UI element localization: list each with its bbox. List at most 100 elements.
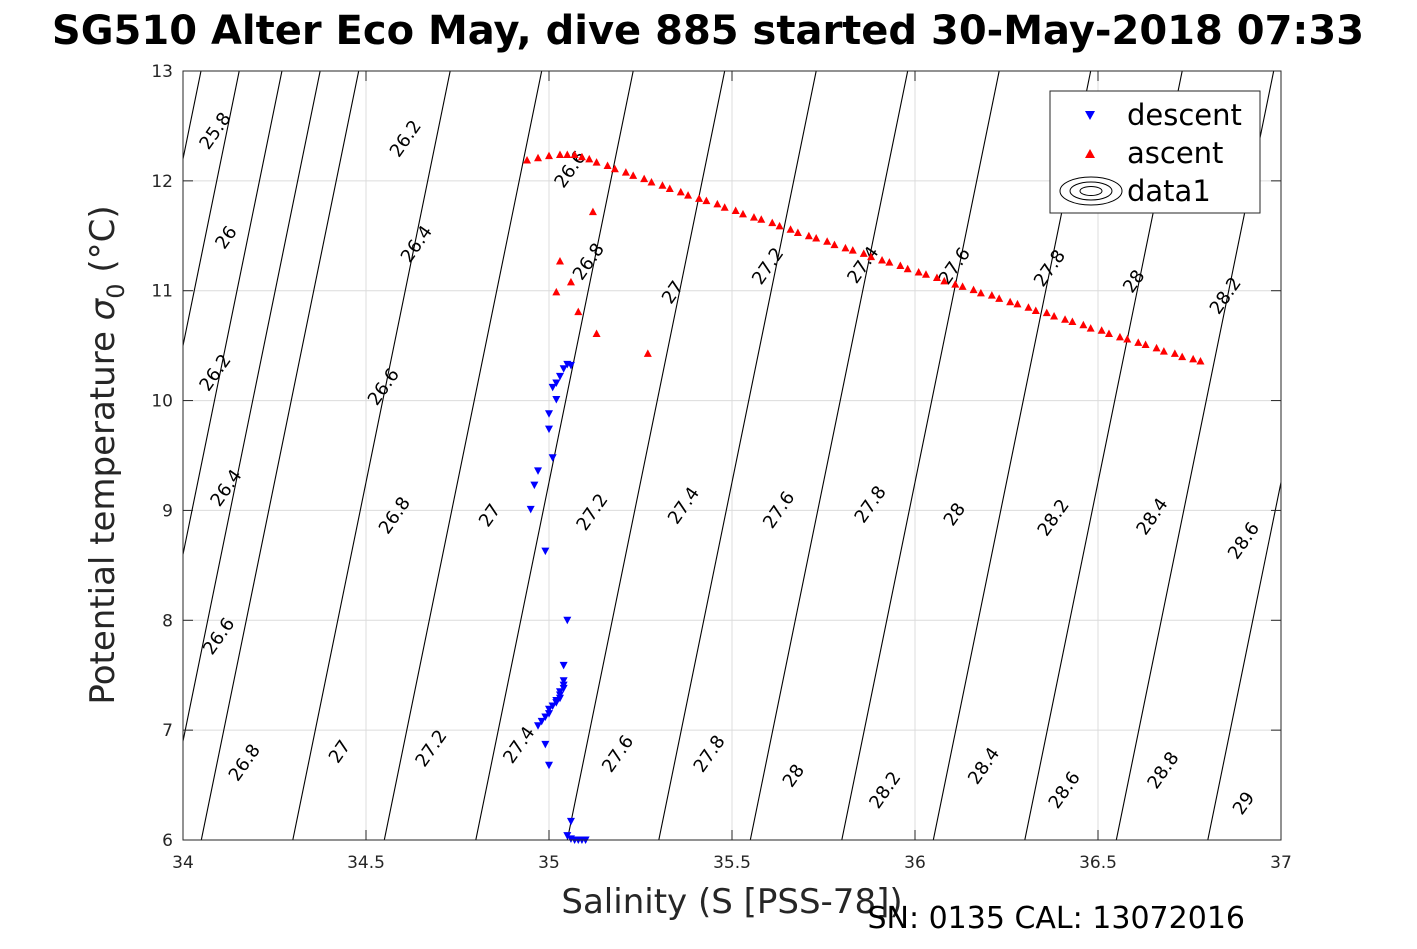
ascent-point bbox=[534, 153, 543, 162]
legend: descent ascent data1 bbox=[1049, 90, 1261, 214]
ascent-point bbox=[684, 191, 693, 199]
descent-point bbox=[530, 481, 539, 490]
ascent-point bbox=[702, 196, 711, 205]
legend-data1-label: data1 bbox=[1127, 174, 1211, 208]
descent-point bbox=[555, 372, 564, 381]
axis-ticks: 34 34.5 35 35.5 36 36.5 37 6 7 8 9 10 11 12 13 bbox=[151, 62, 1291, 873]
ascent-point bbox=[523, 155, 532, 164]
ascent-point bbox=[1152, 343, 1161, 352]
isopycnal-line bbox=[1207, 479, 1281, 840]
descent-point bbox=[548, 383, 557, 392]
legend-ascent-marker bbox=[1085, 149, 1095, 158]
ascent-point bbox=[1061, 315, 1070, 323]
ascent-point bbox=[823, 237, 832, 245]
ascent-point bbox=[1141, 340, 1150, 349]
ascent-point bbox=[793, 228, 802, 236]
ascent-point bbox=[859, 249, 868, 257]
ascent-point bbox=[592, 329, 601, 338]
ascent-point bbox=[1159, 347, 1168, 355]
ascent-point bbox=[1024, 303, 1033, 311]
descent-point bbox=[545, 761, 553, 770]
ascent-point bbox=[995, 294, 1004, 302]
ascent-point bbox=[555, 257, 564, 265]
ascent-point bbox=[603, 161, 612, 169]
ascent-point bbox=[1178, 352, 1187, 361]
y-axis-label-symbol: σ bbox=[83, 297, 123, 320]
ascent-point bbox=[812, 233, 821, 242]
ascent-point bbox=[896, 261, 905, 269]
ascent-point bbox=[566, 277, 575, 286]
y-axis-label-text: Potential temperature bbox=[83, 320, 123, 704]
ascent-point bbox=[713, 199, 722, 208]
descent-point bbox=[534, 467, 543, 475]
ascent-point bbox=[775, 221, 784, 230]
ascent-point bbox=[1196, 357, 1205, 365]
descent-point bbox=[552, 395, 561, 404]
descent-point bbox=[555, 694, 564, 703]
descent-point bbox=[534, 722, 543, 730]
ascent-point bbox=[588, 207, 597, 216]
ascent-point bbox=[563, 150, 572, 158]
ascent-point bbox=[570, 150, 579, 158]
ascent-point bbox=[1123, 335, 1132, 343]
legend-box bbox=[1049, 90, 1261, 214]
descent-point bbox=[559, 365, 568, 373]
x-tick-label: 36.5 bbox=[1079, 853, 1117, 873]
ascent-point bbox=[1079, 320, 1088, 329]
ascent-point bbox=[940, 276, 949, 285]
legend-descent-label: descent bbox=[1127, 98, 1242, 132]
ascent-point bbox=[1104, 329, 1113, 338]
x-tick-label: 35 bbox=[538, 853, 560, 873]
isopycnal-line bbox=[749, 71, 909, 840]
descent-point bbox=[541, 713, 550, 721]
descent-point bbox=[545, 705, 553, 714]
ascent-point bbox=[1031, 306, 1040, 314]
ascent-point bbox=[903, 264, 912, 273]
ascent-point bbox=[914, 268, 923, 276]
ascent-point bbox=[658, 181, 667, 189]
x-tick-label: 35.5 bbox=[713, 853, 751, 873]
descent-point bbox=[548, 454, 557, 462]
ascent-point bbox=[932, 273, 941, 282]
ascent-point bbox=[1006, 297, 1015, 306]
ascent-point bbox=[640, 174, 649, 183]
legend-descent-marker bbox=[1085, 111, 1095, 120]
x-tick-label: 34.5 bbox=[347, 853, 385, 873]
isopycnal-line bbox=[183, 71, 321, 744]
x-tick-label: 36 bbox=[904, 853, 926, 873]
isopycnal-line bbox=[183, 71, 283, 558]
ascent-point bbox=[1068, 317, 1077, 325]
x-tick-label: 34 bbox=[172, 853, 194, 873]
ascent-point bbox=[574, 307, 583, 316]
ascent-point bbox=[629, 171, 638, 179]
ascent-point bbox=[1189, 354, 1198, 363]
descent-point bbox=[559, 677, 568, 685]
ascent-point bbox=[867, 252, 876, 261]
ascent-point bbox=[969, 285, 978, 294]
ascent-point bbox=[585, 154, 594, 163]
ascent-point bbox=[976, 288, 985, 297]
contour-labels: 25.82626.226.426.626.826.226.426.626.827… bbox=[195, 109, 1264, 819]
descent-point bbox=[545, 410, 553, 418]
ascent-point bbox=[885, 258, 894, 266]
ascent-point bbox=[804, 231, 813, 240]
isopycnal-line bbox=[183, 71, 240, 349]
ascent-point bbox=[749, 213, 758, 221]
y-axis-label-subscript: 0 bbox=[102, 283, 130, 298]
isopycnal-line bbox=[200, 71, 360, 840]
ascent-point bbox=[621, 168, 630, 176]
isopycnal-line bbox=[658, 71, 817, 840]
chart-title: SG510 Alter Eco May, dive 885 started 30… bbox=[52, 8, 1364, 54]
y-tick-label: 6 bbox=[162, 831, 173, 851]
isopycnal-line bbox=[841, 71, 1000, 840]
descent-point bbox=[537, 717, 546, 726]
ascent-point bbox=[545, 151, 553, 160]
ascent-point bbox=[1042, 308, 1051, 317]
serial-calibration-note: SN: 0135 CAL: 13072016 bbox=[867, 901, 1245, 936]
descent-point bbox=[566, 817, 575, 826]
ascent-point bbox=[1097, 326, 1106, 334]
y-axis-label: Potential temperature σ0 (°C) bbox=[83, 205, 130, 704]
legend-contour-marker bbox=[1059, 176, 1123, 206]
isopycnal-line bbox=[292, 71, 451, 840]
